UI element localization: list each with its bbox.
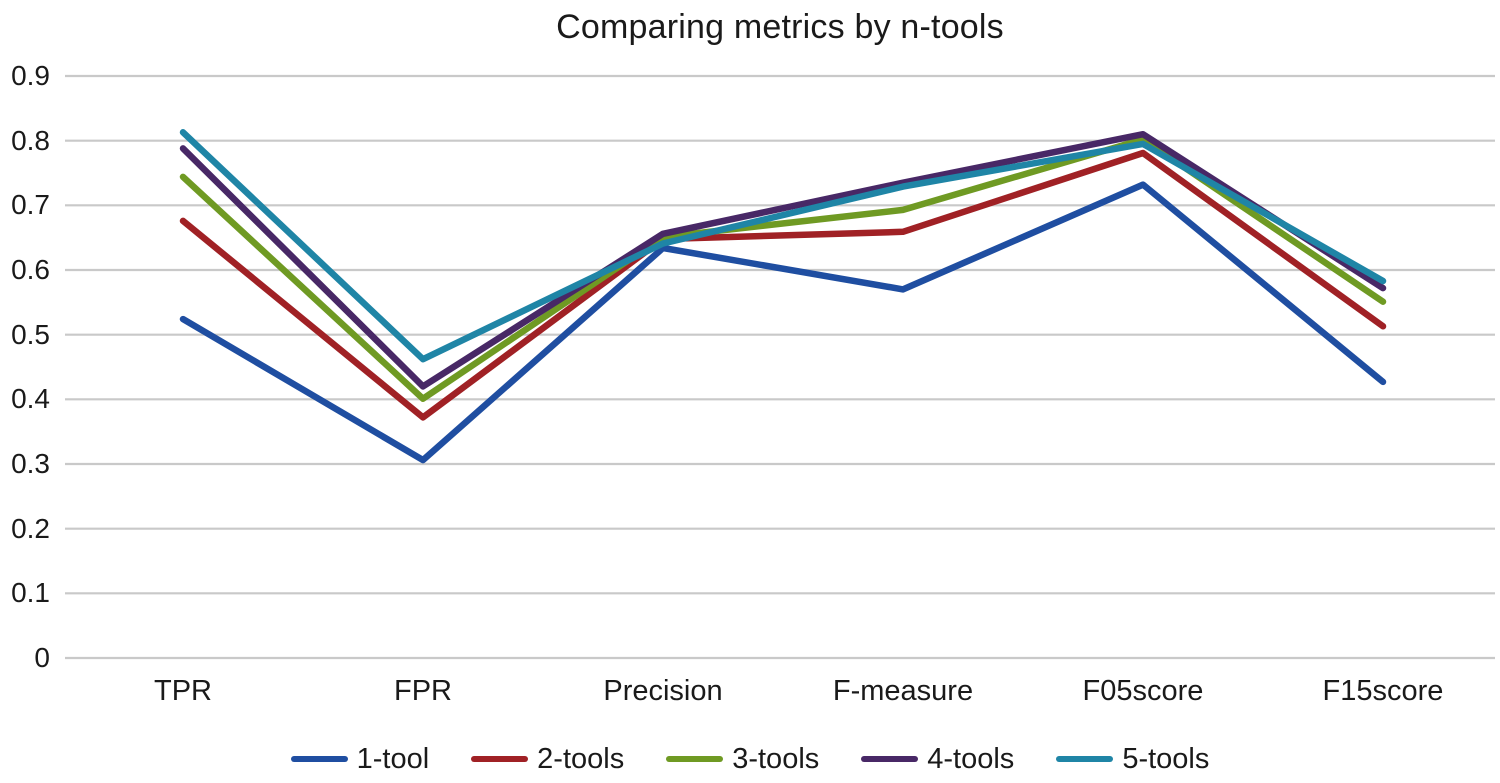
legend-line-swatch bbox=[471, 756, 529, 762]
legend-line-swatch bbox=[861, 756, 919, 762]
legend-line-swatch bbox=[1056, 756, 1114, 762]
legend-label: 1-tool bbox=[356, 742, 430, 775]
x-category-label: Precision bbox=[603, 675, 723, 707]
legend-label: 3-tools bbox=[732, 742, 820, 775]
series-line-1-tool bbox=[179, 181, 1387, 464]
y-tick-label: 0.9 bbox=[11, 60, 50, 91]
legend: 1-tool 2-tools 3-tools 4-tools 5-tools bbox=[0, 738, 1500, 780]
y-tick-label: 0.1 bbox=[11, 577, 50, 608]
x-category-label: F05score bbox=[1082, 675, 1204, 707]
y-tick-label: 0.7 bbox=[11, 189, 50, 220]
y-tick-label: 0.3 bbox=[11, 448, 50, 479]
legend-item-5-tools: 5-tools bbox=[1056, 743, 1209, 776]
y-tick-label: 0.4 bbox=[11, 383, 50, 414]
legend-label: 2-tools bbox=[537, 742, 625, 775]
series-line-5-tools bbox=[179, 129, 1387, 363]
y-tick-label: 0.2 bbox=[11, 513, 50, 544]
legend-item-1-tool: 1-tool bbox=[290, 742, 430, 776]
x-category-label: F15score bbox=[1322, 675, 1444, 707]
legend-item-4-tools: 4-tools bbox=[861, 743, 1014, 776]
legend-item-2-tools: 2-tools bbox=[471, 743, 624, 776]
chart-title: Comparing metrics by n-tools bbox=[556, 8, 1004, 46]
series-line-4-tools bbox=[179, 130, 1387, 390]
y-tick-label: 0.6 bbox=[11, 254, 50, 285]
x-category-label: TPR bbox=[154, 675, 212, 707]
y-tick-label: 0 bbox=[34, 642, 50, 673]
y-tick-label: 0.8 bbox=[11, 125, 50, 156]
series-line-2-tools bbox=[179, 149, 1387, 421]
x-category-label: F-measure bbox=[832, 675, 974, 707]
legend-line-swatch bbox=[666, 756, 724, 762]
y-tick-label: 0.5 bbox=[11, 319, 50, 350]
legend-label: 5-tools bbox=[1122, 742, 1210, 775]
legend-line-swatch bbox=[290, 756, 348, 762]
x-category-label: FPR bbox=[394, 675, 452, 707]
legend-item-3-tools: 3-tools bbox=[666, 743, 819, 776]
legend-label: 4-tools bbox=[927, 742, 1015, 775]
